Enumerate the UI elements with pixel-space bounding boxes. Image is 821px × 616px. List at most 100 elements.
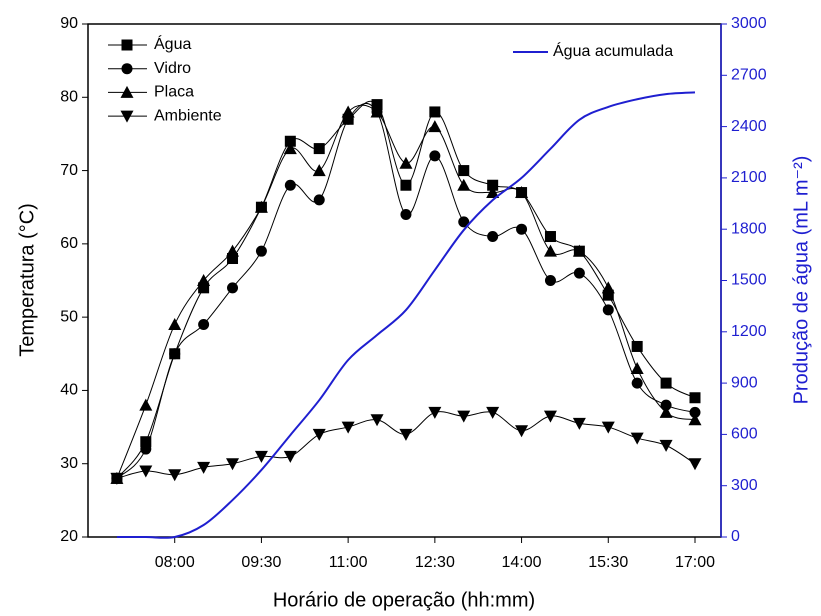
- data-point: [428, 120, 442, 133]
- y-tick-label: 30: [60, 455, 78, 472]
- data-point: [370, 105, 384, 118]
- data-point: [110, 472, 124, 485]
- data-point: [140, 443, 152, 455]
- data-point: [544, 275, 556, 286]
- x-tick-label: 08:00: [155, 554, 195, 571]
- y-tick-label: 70: [60, 162, 78, 179]
- series-line: [116, 102, 696, 479]
- data-point: [341, 421, 355, 434]
- y2-tick-label: 3000: [731, 15, 767, 32]
- x-axis-title: Horário de operação (hh:mm): [273, 589, 535, 611]
- data-point: [429, 150, 441, 162]
- data-point: [313, 143, 325, 155]
- data-point: [198, 282, 210, 294]
- data-point: [659, 439, 673, 452]
- data-point: [254, 450, 268, 463]
- data-point: [283, 142, 297, 155]
- data-point: [139, 465, 153, 478]
- y2-tick-label: 0: [731, 528, 740, 545]
- legend-label: Água acumulada: [553, 41, 673, 60]
- data-point: [400, 179, 412, 191]
- data-point: [197, 274, 211, 286]
- data-point: [544, 231, 556, 243]
- y-tick-label: 60: [60, 235, 78, 252]
- legend-marker: [120, 110, 134, 123]
- data-point: [313, 194, 325, 206]
- legend-label: Ambiente: [154, 107, 222, 124]
- legend-marker: [121, 63, 133, 75]
- y-tick-label: 90: [60, 15, 78, 32]
- data-point: [254, 200, 268, 213]
- data-point: [660, 399, 672, 411]
- data-point: [486, 406, 500, 419]
- data-point: [458, 216, 470, 228]
- x-tick-label: 11:00: [329, 554, 368, 571]
- y2-tick-label: 1200: [731, 323, 767, 340]
- data-point: [400, 209, 412, 221]
- data-point: [226, 244, 240, 257]
- data-point: [631, 340, 643, 352]
- legend-label: Placa: [154, 84, 194, 101]
- legend-label: Água: [154, 34, 191, 53]
- y2-tick-label: 600: [731, 426, 758, 443]
- data-point: [429, 106, 441, 118]
- y2-tick-label: 300: [731, 477, 758, 494]
- data-point: [630, 361, 644, 374]
- y-axis-title: Temperatura (°C): [16, 203, 38, 357]
- data-point: [660, 377, 672, 389]
- data-point: [139, 398, 153, 411]
- x-tick-label: 14:00: [502, 554, 542, 571]
- data-point: [573, 267, 585, 279]
- y2-tick-label: 900: [731, 374, 758, 391]
- data-point: [602, 289, 614, 301]
- y2-tick-label: 2400: [731, 118, 767, 135]
- data-point: [255, 245, 267, 257]
- data-point: [516, 223, 528, 235]
- data-point: [631, 377, 643, 389]
- y2-tick-label: 1500: [731, 272, 767, 289]
- legend-label: Vidro: [154, 60, 191, 77]
- data-point: [226, 458, 240, 471]
- data-point: [487, 231, 499, 243]
- data-point: [458, 165, 470, 177]
- data-point: [283, 450, 297, 463]
- data-point: [601, 421, 615, 434]
- data-point: [689, 392, 701, 404]
- data-point: [659, 405, 673, 418]
- data-point: [543, 244, 557, 257]
- y-tick-label: 80: [60, 89, 78, 106]
- data-point: [572, 244, 586, 257]
- y-tick-label: 40: [60, 382, 78, 399]
- data-point: [168, 317, 182, 330]
- data-point: [543, 410, 557, 423]
- data-point: [428, 406, 442, 419]
- data-point: [601, 281, 615, 294]
- y-tick-label: 20: [60, 528, 78, 545]
- data-point: [486, 186, 500, 199]
- data-point: [227, 253, 239, 265]
- x-tick-label: 15:30: [588, 554, 628, 571]
- data-point: [140, 436, 152, 448]
- x-tick-label: 17:00: [675, 554, 715, 571]
- data-point: [341, 105, 355, 118]
- data-point: [515, 425, 529, 438]
- data-point: [169, 348, 181, 360]
- data-point: [197, 461, 211, 474]
- data-point: [312, 164, 326, 177]
- data-point: [399, 428, 413, 441]
- data-point: [602, 304, 614, 316]
- data-point: [198, 318, 210, 330]
- data-point: [689, 406, 701, 418]
- series-line: [116, 91, 696, 539]
- data-point: [168, 469, 182, 482]
- data-point: [284, 179, 296, 191]
- data-point: [370, 414, 384, 427]
- data-point: [457, 410, 471, 423]
- data-point: [371, 99, 383, 111]
- y2-tick-label: 2700: [731, 67, 767, 84]
- data-point: [399, 156, 413, 169]
- data-point: [487, 179, 499, 191]
- legend-marker: [120, 85, 134, 98]
- data-point: [688, 458, 702, 471]
- data-point: [630, 432, 644, 445]
